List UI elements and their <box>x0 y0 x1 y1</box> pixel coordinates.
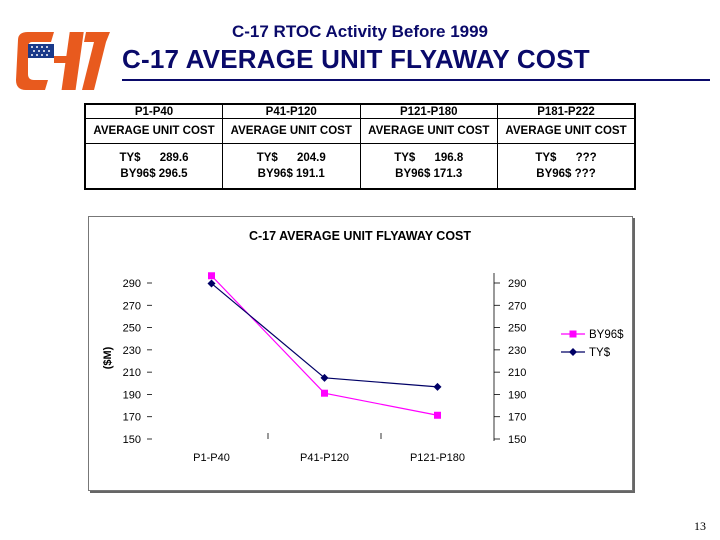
col-header: P41-P120 <box>222 103 361 119</box>
x-tick-label: P121-P180 <box>410 452 465 464</box>
by-value: BY96$ ??? <box>536 168 596 180</box>
ty-value: TY$ 204.9 <box>256 152 326 164</box>
y-tick-label-left: 250 <box>123 323 141 335</box>
cost-values: TY$ 289.6 BY96$ 296.5 <box>84 143 223 190</box>
c17-logo <box>16 32 110 90</box>
table-header-row: P1-P40 P41-P120 P121-P180 P181-P222 <box>84 103 636 119</box>
by-value: BY96$ 171.3 <box>395 168 463 180</box>
chart-title: C-17 AVERAGE UNIT FLYAWAY COST <box>249 229 471 243</box>
title-rule <box>122 79 710 81</box>
table-label-row: AVERAGE UNIT COST AVERAGE UNIT COST AVER… <box>84 118 636 144</box>
y-tick-label-right: 170 <box>508 412 526 424</box>
by-value: BY96$ 191.1 <box>257 168 325 180</box>
cost-values: TY$ 204.9 BY96$ 191.1 <box>222 143 361 190</box>
y-tick-label-right: 190 <box>508 389 526 401</box>
cost-values: TY$ ??? BY96$ ??? <box>497 143 636 190</box>
y-axis-label: ($M) <box>102 346 114 369</box>
ty-value: TY$ ??? <box>535 152 597 164</box>
line-chart: C-17 AVERAGE UNIT FLYAWAY COST ($M) 290 2… <box>102 229 624 464</box>
y-tick-label-right: 250 <box>508 323 526 335</box>
cost-label: AVERAGE UNIT COST <box>497 118 636 144</box>
y-tick-label-left: 230 <box>123 345 141 357</box>
data-point <box>434 411 441 419</box>
series-line <box>211 282 438 388</box>
x-tick-label: P1-P40 <box>193 452 230 464</box>
col-header: P1-P40 <box>84 103 223 119</box>
y-tick-label-left: 270 <box>123 300 141 312</box>
col-header: P121-P180 <box>359 103 498 119</box>
legend-label: TY$ <box>589 347 611 359</box>
data-point <box>208 272 215 280</box>
cost-label: AVERAGE UNIT COST <box>222 118 361 144</box>
y-tick-label-right: 290 <box>508 278 526 290</box>
page-number: 13 <box>694 519 706 533</box>
data-point <box>433 382 442 391</box>
legend-label: BY96$ <box>589 329 624 341</box>
table-value-row: TY$ 289.6 BY96$ 296.5 TY$ 204.9 BY96$ 191.… <box>84 143 636 190</box>
cost-values: TY$ 196.8 BY96$ 171.3 <box>359 143 498 190</box>
y-tick-label-right: 150 <box>508 434 526 446</box>
y-tick-label-right: 270 <box>508 300 526 312</box>
slide-supertitle: C-17 RTOC Activity Before 1999 <box>231 22 489 41</box>
y-tick-label-left: 290 <box>123 278 141 290</box>
data-point <box>207 279 216 288</box>
chart-frame: C-17 AVERAGE UNIT FLYAWAY COST ($M) 290 2… <box>88 216 633 491</box>
y-tick-label-left: 210 <box>123 367 141 379</box>
cost-table: P1-P40 P41-P120 P121-P180 P181-P222 AVER… <box>84 103 636 190</box>
by-value: BY96$ 296.5 <box>120 168 188 180</box>
ty-value: TY$ 289.6 <box>119 152 189 164</box>
legend-marker <box>569 348 577 356</box>
y-tick-label-left: 170 <box>123 412 141 424</box>
y-tick-label-left: 190 <box>123 389 141 401</box>
data-point <box>320 373 329 382</box>
cost-label: AVERAGE UNIT COST <box>84 118 223 144</box>
y-tick-label-left: 150 <box>123 434 141 446</box>
legend-marker <box>569 330 577 338</box>
y-tick-label-right: 210 <box>508 367 526 379</box>
slide-title: C-17 AVERAGE UNIT FLYAWAY COST <box>122 44 590 74</box>
col-header: P181-P222 <box>497 103 636 119</box>
ty-value: TY$ 196.8 <box>394 152 464 164</box>
y-tick-label-right: 230 <box>508 345 526 357</box>
data-point <box>321 389 328 397</box>
x-tick-label: P41-P120 <box>300 452 349 464</box>
cost-label: AVERAGE UNIT COST <box>359 118 498 144</box>
